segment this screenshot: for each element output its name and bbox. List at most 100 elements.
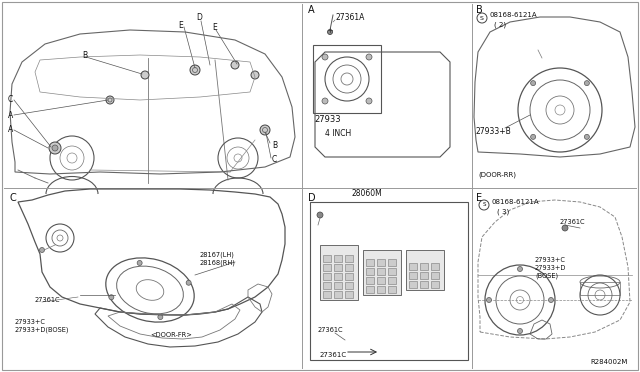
Bar [431, 281, 439, 288]
Bar [431, 263, 439, 270]
Text: A: A [8, 110, 13, 119]
Bar [334, 291, 342, 298]
Text: 27361C: 27361C [560, 219, 586, 225]
Text: 27361C: 27361C [318, 327, 344, 333]
Text: C: C [10, 193, 17, 203]
Bar [323, 282, 331, 289]
Bar [334, 273, 342, 280]
Bar [320, 245, 358, 300]
Bar [323, 291, 331, 298]
Bar [366, 259, 374, 266]
Circle shape [518, 328, 522, 334]
Bar [334, 282, 342, 289]
Text: E: E [178, 20, 183, 29]
Text: 4 INCH: 4 INCH [325, 128, 351, 138]
Circle shape [158, 315, 163, 320]
Text: C: C [272, 155, 277, 164]
Text: 28167(LH): 28167(LH) [200, 252, 235, 258]
Circle shape [322, 98, 328, 104]
Circle shape [260, 125, 270, 135]
Text: R284002M: R284002M [591, 359, 628, 365]
Bar [345, 264, 353, 271]
Circle shape [52, 145, 58, 151]
Text: B: B [272, 141, 277, 150]
Circle shape [548, 298, 554, 302]
Circle shape [186, 280, 191, 285]
Bar [377, 277, 385, 284]
Bar [431, 272, 439, 279]
Circle shape [141, 71, 149, 79]
Bar [323, 264, 331, 271]
Bar [580, 282, 620, 295]
Bar [406, 250, 444, 290]
Bar [323, 255, 331, 262]
Text: 27933+D(BOSE): 27933+D(BOSE) [15, 327, 70, 333]
Circle shape [584, 81, 589, 86]
Text: 08168-6121A: 08168-6121A [491, 199, 539, 205]
Text: 27933+D: 27933+D [535, 265, 566, 271]
Text: 27361C: 27361C [320, 352, 347, 358]
Text: <DOOR-FR>: <DOOR-FR> [150, 332, 192, 338]
Text: A: A [308, 5, 315, 15]
Text: B: B [82, 51, 87, 60]
Text: B: B [476, 5, 483, 15]
Text: (BOSE): (BOSE) [535, 273, 558, 279]
Bar [345, 282, 353, 289]
Circle shape [251, 71, 259, 79]
Circle shape [49, 142, 61, 154]
Circle shape [531, 81, 536, 86]
Bar [345, 255, 353, 262]
Bar [409, 281, 417, 288]
Circle shape [231, 61, 239, 69]
Bar [313, 45, 381, 113]
Bar [345, 291, 353, 298]
Bar [420, 281, 428, 288]
Text: 27933: 27933 [315, 115, 341, 125]
Bar [310, 202, 468, 360]
Bar [366, 286, 374, 293]
Text: A: A [8, 125, 13, 135]
Circle shape [486, 298, 492, 302]
Bar [323, 273, 331, 280]
Bar [388, 268, 396, 275]
Circle shape [366, 98, 372, 104]
Circle shape [562, 225, 568, 231]
Text: C: C [8, 96, 13, 105]
Text: E: E [476, 193, 482, 203]
Circle shape [137, 260, 142, 266]
Text: 28168(RH): 28168(RH) [200, 260, 236, 266]
Text: D: D [308, 193, 316, 203]
Circle shape [531, 134, 536, 140]
Circle shape [109, 295, 114, 300]
Bar [366, 268, 374, 275]
Text: E: E [212, 23, 217, 32]
Bar [377, 286, 385, 293]
Text: 27933+C: 27933+C [15, 319, 46, 325]
Bar [388, 277, 396, 284]
Circle shape [366, 54, 372, 60]
Text: 27933+B: 27933+B [476, 128, 512, 137]
Text: S: S [483, 202, 486, 208]
Circle shape [106, 96, 114, 104]
Bar [345, 273, 353, 280]
Bar [377, 268, 385, 275]
Bar [377, 259, 385, 266]
Text: ( 2): ( 2) [494, 22, 506, 28]
Text: 28060M: 28060M [352, 189, 383, 199]
Bar [409, 272, 417, 279]
Text: D: D [196, 13, 202, 22]
Text: 08168-6121A: 08168-6121A [489, 12, 536, 18]
Circle shape [190, 65, 200, 75]
Circle shape [584, 134, 589, 140]
Circle shape [328, 29, 333, 35]
Text: 27933+C: 27933+C [535, 257, 566, 263]
Circle shape [40, 247, 45, 253]
Text: 27361C: 27361C [35, 297, 61, 303]
Circle shape [518, 266, 522, 272]
Bar [420, 263, 428, 270]
Circle shape [322, 54, 328, 60]
Bar [388, 286, 396, 293]
Bar [363, 250, 401, 295]
Bar [420, 272, 428, 279]
Circle shape [317, 212, 323, 218]
